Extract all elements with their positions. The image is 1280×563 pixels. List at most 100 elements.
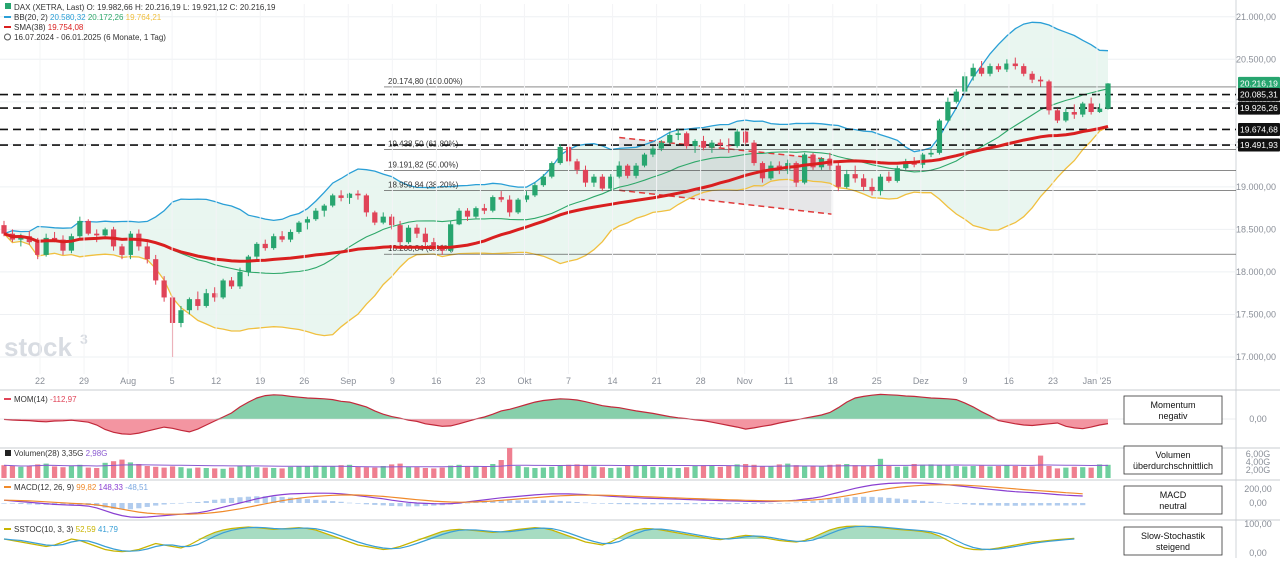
candle (751, 140, 757, 166)
x-tick-label: 28 (696, 376, 706, 386)
volume-bar (1046, 466, 1052, 478)
candle-body (540, 176, 546, 186)
y-tick-label: 18.500,00 (1236, 224, 1276, 234)
macd-histogram-bar (835, 498, 841, 503)
volume-bar (1071, 466, 1077, 478)
candle-body (405, 227, 412, 243)
volume-bar (751, 464, 757, 478)
candle (886, 171, 892, 183)
candle-body (507, 199, 513, 213)
macd-histogram-bar (700, 503, 707, 505)
volume-bar (397, 463, 403, 478)
candle-body (684, 133, 690, 147)
candle-body (1054, 110, 1061, 121)
candle-body (591, 176, 597, 183)
macd-histogram-bar (195, 501, 201, 503)
volume-legend: Volumen(28) 3,35G 2,98G (14, 449, 107, 458)
volume-bar (591, 466, 597, 478)
x-tick-label: 16 (431, 376, 441, 386)
candle-body (970, 67, 976, 77)
macd-histogram-bar (119, 503, 125, 510)
volume-bar (18, 466, 24, 478)
candle-body (279, 236, 285, 240)
macd-histogram-bar (987, 503, 993, 506)
candle (279, 231, 285, 243)
candle-body (549, 163, 555, 177)
bollinger-band-fill (4, 22, 1108, 336)
candle-body (515, 199, 521, 213)
candle-body (768, 165, 774, 179)
annotation-box-0 (1123, 395, 1223, 425)
candle-body (94, 233, 100, 236)
volume-bar (279, 468, 285, 478)
annotation-text-3: Slow-Stochastik (1141, 531, 1206, 541)
macd-histogram-bar (557, 500, 563, 503)
macd-histogram-bar (978, 503, 985, 506)
volume-bar (675, 468, 681, 478)
mom-legend: MOM(14) -112,97 (14, 395, 77, 404)
candle-body (1037, 79, 1044, 82)
candle (507, 195, 513, 217)
candle-body (338, 195, 344, 198)
macd-histogram-bar (582, 502, 589, 504)
x-tick-label: 9 (390, 376, 395, 386)
candle-body (422, 233, 428, 243)
candle-body (987, 66, 993, 74)
volume-bar (153, 466, 159, 478)
volume-bar (523, 467, 530, 478)
volume-bar (1037, 455, 1044, 478)
macd-histogram-bar (431, 503, 437, 506)
candle (540, 174, 546, 187)
volume-bar (953, 466, 959, 478)
bollinger-mid-line (3, 88, 1109, 275)
y-tick-label: 17.500,00 (1236, 309, 1276, 319)
macd-histogram-bar (338, 501, 344, 503)
x-tick-label: 26 (299, 376, 309, 386)
volume-bar (372, 467, 378, 478)
candle (153, 254, 159, 285)
macd-line (3, 482, 1083, 519)
candle (77, 216, 83, 238)
macd-histogram-bar (1029, 503, 1035, 506)
volume-bar (658, 467, 664, 478)
macd-histogram-bar (574, 501, 580, 503)
macd-histogram-bar (1, 503, 7, 504)
candle-body (60, 239, 66, 251)
x-tick-label: 16 (1004, 376, 1014, 386)
candle (641, 152, 648, 168)
volume-bar (507, 448, 513, 478)
candle-body (389, 216, 395, 226)
macd-histogram-bar (35, 503, 41, 505)
candle (869, 178, 875, 196)
volume-bar (810, 466, 816, 478)
x-tick-label: 12 (211, 376, 221, 386)
candle-body (237, 271, 243, 287)
volume-bar (313, 465, 319, 478)
macd-histogram-bar (169, 503, 176, 504)
candle-body (1105, 83, 1111, 109)
y-tick-label: 21.000,00 (1236, 12, 1276, 22)
macd-histogram-bar (726, 503, 732, 505)
macd-histogram-bar (346, 502, 353, 504)
candle-body (313, 210, 319, 220)
volume-bar (136, 464, 142, 478)
candle (85, 219, 91, 236)
candle-body (1071, 112, 1077, 115)
volume-bar (987, 466, 993, 478)
volume-bar (928, 464, 934, 478)
x-tick-label: 21 (652, 376, 662, 386)
macd-histogram-bar (178, 502, 184, 504)
macd-histogram-bar (599, 503, 605, 504)
volume-bar (532, 468, 538, 478)
volume-bar (51, 466, 58, 478)
candle (220, 278, 226, 300)
macd-histogram-bar (507, 500, 513, 503)
candle-body (852, 174, 858, 179)
volume-bar (161, 467, 167, 478)
volume-bar (178, 467, 184, 478)
candle-body (860, 178, 867, 187)
volume-bar (835, 464, 841, 478)
price-tag-label-3: 19.674,68 (1240, 124, 1278, 134)
volume-bar (1063, 467, 1069, 478)
